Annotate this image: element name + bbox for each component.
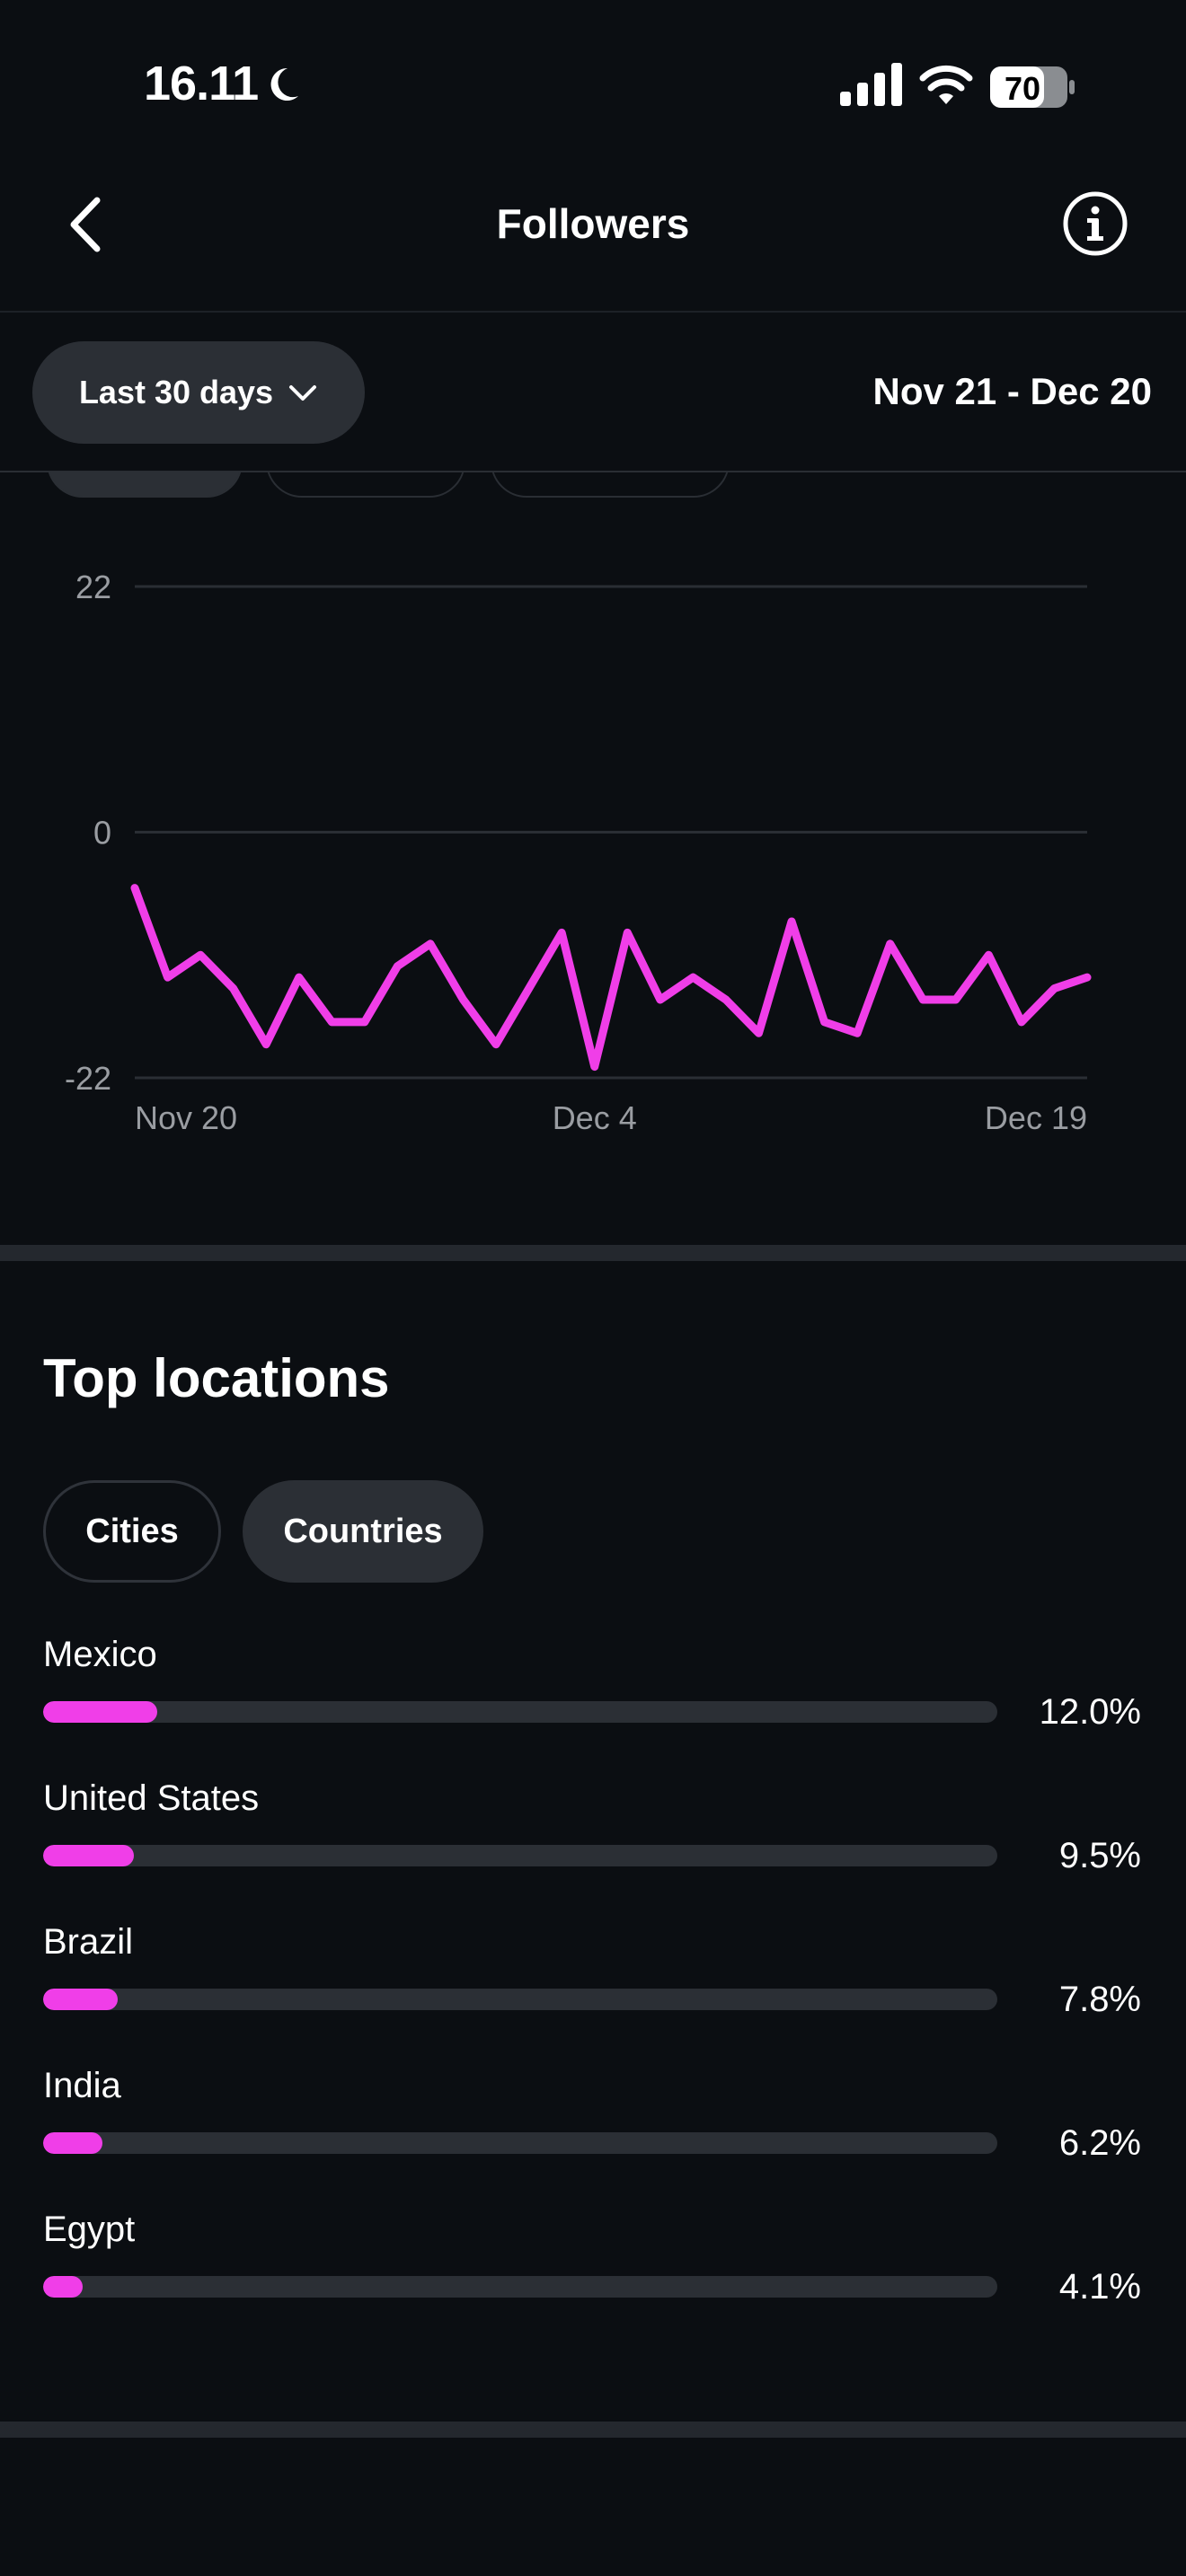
section-separator	[0, 2422, 1186, 2438]
y-tick-label: -22	[65, 1060, 111, 1097]
data-point	[824, 1021, 826, 1023]
battery-indicator: 70	[990, 66, 1075, 108]
data-point	[1053, 988, 1055, 990]
location-name: Mexico	[43, 1635, 157, 1674]
data-point	[495, 1044, 497, 1045]
status-time: 16.11	[144, 57, 259, 110]
chevron-down-icon	[289, 385, 317, 401]
location-bar-track	[43, 1845, 997, 1866]
data-point	[528, 988, 530, 990]
data-point	[1021, 1021, 1022, 1023]
data-point	[265, 1044, 267, 1045]
cellular-signal-icon	[840, 63, 902, 106]
info-icon[interactable]	[1062, 190, 1128, 257]
y-tick-label: 22	[75, 569, 111, 605]
data-point	[1086, 976, 1088, 978]
data-point	[364, 1021, 366, 1023]
page-title: Followers	[496, 200, 690, 247]
data-point	[725, 999, 727, 1001]
location-row: Brazil 7.8%	[0, 1922, 1186, 2057]
tab-cities[interactable]: Cities	[43, 1480, 221, 1583]
moon-icon	[270, 67, 298, 101]
x-tick-label: Nov 20	[135, 1099, 237, 1136]
location-bar-fill	[43, 1845, 134, 1866]
data-point	[757, 1032, 759, 1034]
location-bar-track	[43, 2276, 997, 2298]
location-bar-track	[43, 2132, 997, 2154]
followers-line-chart: 22 0 -22 Nov 20 Dec 4 Dec 19	[65, 569, 1092, 1136]
data-point	[626, 931, 628, 933]
location-name: Brazil	[43, 1922, 134, 1962]
location-percent: 9.5%	[1058, 1836, 1141, 1875]
battery-level: 70	[1005, 70, 1041, 107]
data-point	[955, 999, 957, 1001]
followers-series-line	[130, 884, 1092, 1072]
date-range-text: Nov 21 - Dec 20	[872, 370, 1153, 412]
location-row: India 6.2%	[0, 2066, 1186, 2201]
data-point	[167, 976, 169, 978]
location-name: India	[43, 2066, 121, 2105]
chevron-left-icon	[70, 197, 101, 252]
tab-countries[interactable]: Countries	[243, 1480, 483, 1583]
data-point	[659, 999, 661, 1001]
location-row: Egypt 4.1%	[0, 2210, 1186, 2344]
location-row: Mexico 12.0%	[0, 1635, 1186, 1769]
wifi-icon	[919, 65, 973, 104]
location-bar-fill	[43, 1701, 158, 1723]
data-point	[594, 1066, 596, 1068]
location-row: United States 9.5%	[0, 1778, 1186, 1913]
date-range-dropdown-label: Last 30 days	[78, 374, 274, 410]
data-point	[233, 988, 235, 990]
date-range-dropdown[interactable]: Last 30 days	[32, 341, 365, 444]
header-divider	[0, 311, 1186, 313]
data-point	[987, 954, 989, 956]
data-point	[463, 999, 465, 1001]
section-separator	[0, 1245, 1186, 1261]
data-point	[856, 1032, 858, 1034]
x-tick-label: Dec 4	[553, 1099, 637, 1136]
top-locations-title: Top locations	[43, 1348, 390, 1408]
location-name: United States	[43, 1778, 260, 1818]
back-button[interactable]	[54, 189, 117, 260]
location-percent: 4.1%	[1058, 2267, 1141, 2307]
location-bar-track	[43, 1989, 997, 2010]
data-point	[922, 999, 924, 1001]
location-percent: 7.8%	[1058, 1980, 1141, 2019]
location-bar-fill	[43, 2276, 83, 2298]
data-point	[199, 954, 201, 956]
location-percent: 6.2%	[1058, 2123, 1141, 2163]
location-bar-track	[43, 1701, 997, 1723]
location-bar-fill	[43, 1989, 118, 2010]
filter-divider	[0, 471, 1186, 472]
location-percent: 12.0%	[1039, 1692, 1141, 1732]
data-point	[429, 943, 431, 945]
location-bar-fill	[43, 2132, 102, 2154]
x-tick-label: Dec 19	[985, 1099, 1087, 1136]
y-tick-label: 0	[93, 815, 111, 851]
data-point	[134, 887, 136, 889]
location-name: Egypt	[43, 2210, 136, 2249]
data-point	[298, 976, 300, 978]
data-point	[692, 976, 694, 978]
